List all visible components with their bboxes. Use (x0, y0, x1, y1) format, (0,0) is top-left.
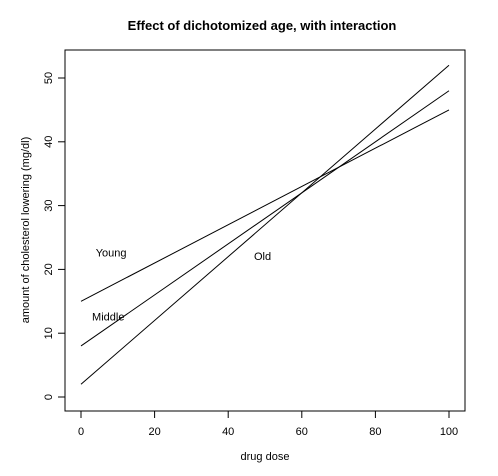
x-tick-label: 100 (440, 426, 458, 438)
y-tick-label: 50 (43, 72, 55, 84)
series-line-middle (81, 91, 449, 346)
x-axis: 0 20 40 60 80 100 (78, 411, 458, 438)
series-line-young (81, 110, 449, 301)
x-axis-label: drug dose (241, 451, 290, 463)
y-tick-label: 20 (43, 263, 55, 275)
y-tick-label: 40 (43, 136, 55, 148)
annotation-middle: Middle (92, 311, 124, 323)
x-tick-label: 80 (369, 426, 381, 438)
plot-frame (65, 50, 465, 411)
annotation-young: Young (96, 248, 127, 260)
y-axis: 0 10 20 30 40 50 (43, 72, 65, 400)
chart-title: Effect of dichotomized age, with interac… (128, 18, 397, 33)
y-axis-label: amount of cholesterol lowering (mg/dl) (20, 137, 32, 323)
series-line-old (81, 65, 449, 384)
annotations: Young Middle Old (92, 248, 271, 324)
x-tick-label: 60 (296, 426, 308, 438)
annotation-old: Old (254, 251, 271, 263)
y-tick-label: 0 (43, 394, 55, 400)
y-tick-label: 30 (43, 199, 55, 211)
x-tick-label: 0 (78, 426, 84, 438)
y-tick-label: 10 (43, 327, 55, 339)
x-tick-label: 40 (222, 426, 234, 438)
x-tick-label: 20 (148, 426, 160, 438)
series-lines (81, 65, 449, 384)
